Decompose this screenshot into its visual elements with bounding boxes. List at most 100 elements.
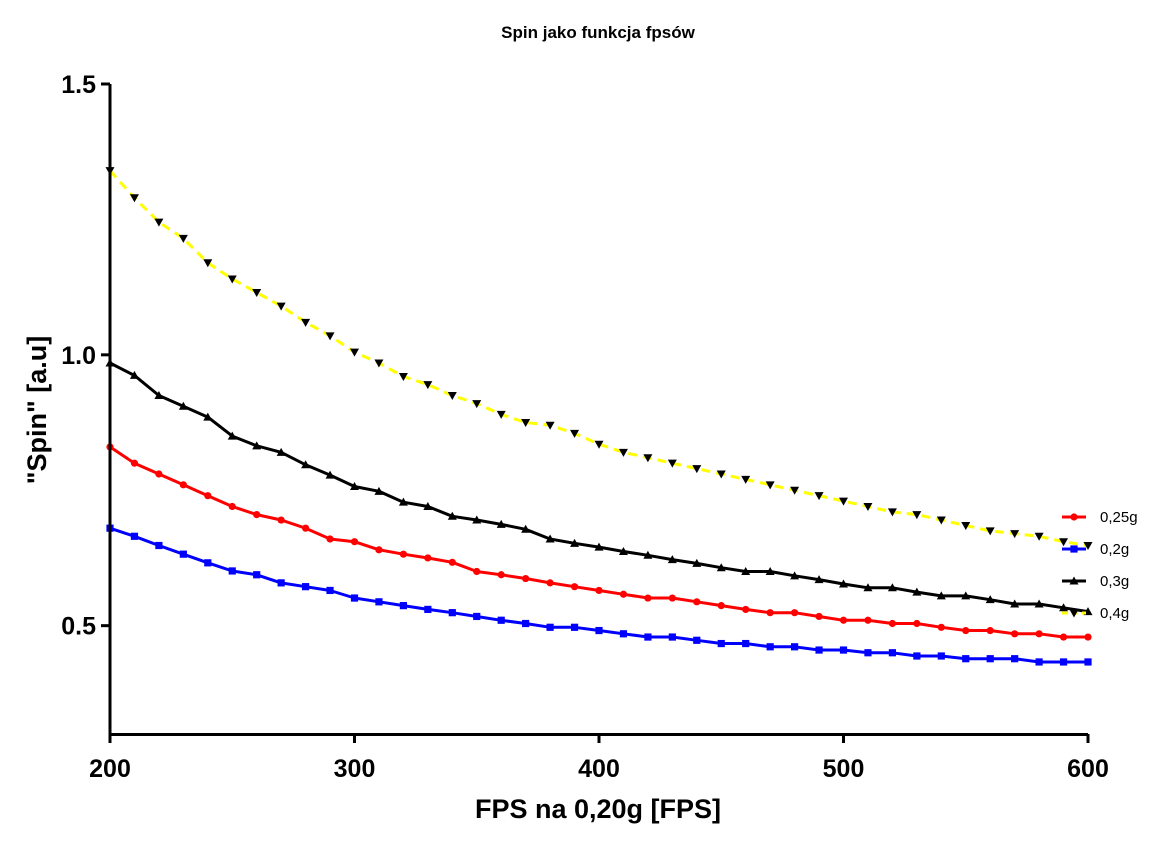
data-point	[178, 234, 188, 243]
data-point	[791, 609, 799, 617]
data-point	[742, 605, 750, 614]
x-axis-label: FPS na 0,20g [FPS]	[475, 794, 721, 824]
data-point	[912, 511, 922, 520]
y-tick-label: 0.5	[61, 613, 96, 641]
data-point	[129, 370, 139, 379]
data-point	[399, 602, 407, 610]
data-point	[227, 431, 237, 440]
data-point	[1059, 603, 1069, 612]
chart-title: Spin jako funkcja fpsów	[501, 23, 695, 42]
data-point	[227, 275, 237, 284]
data-point	[936, 516, 946, 525]
data-point	[155, 470, 163, 478]
data-point	[398, 497, 408, 506]
data-point	[522, 619, 530, 628]
data-point	[986, 626, 994, 635]
data-point	[595, 586, 603, 595]
data-point	[570, 583, 579, 591]
data-point	[277, 579, 285, 587]
data-point	[716, 470, 726, 479]
data-point	[1011, 630, 1019, 638]
data-point	[839, 616, 848, 624]
data-point	[961, 521, 971, 530]
data-point	[424, 554, 432, 562]
data-point	[1083, 542, 1093, 550]
data-point	[912, 587, 922, 596]
data-point	[204, 492, 212, 500]
legend-item: 0,4g	[1062, 605, 1129, 622]
data-point	[203, 259, 213, 268]
data-point	[179, 550, 187, 558]
data-point	[423, 381, 433, 390]
data-point	[936, 591, 946, 600]
data-point	[154, 390, 164, 399]
data-point	[399, 550, 407, 558]
data-point	[1059, 658, 1068, 666]
data-point	[668, 633, 676, 641]
data-point	[325, 470, 335, 479]
data-point	[398, 373, 408, 381]
data-point	[839, 579, 848, 588]
data-point	[667, 459, 677, 468]
x-tick-label: 400	[578, 755, 620, 783]
data-point	[1011, 655, 1019, 663]
data-point	[644, 633, 652, 641]
data-point	[448, 558, 456, 566]
legend-item: 0,2g	[1062, 541, 1129, 558]
data-point	[472, 400, 482, 409]
data-point	[985, 595, 995, 604]
legend-label: 0,2g	[1100, 541, 1129, 558]
data-point	[619, 590, 628, 598]
data-point	[693, 636, 701, 644]
data-point	[178, 401, 188, 410]
data-point	[667, 555, 677, 564]
data-point	[913, 619, 921, 628]
legend-label: 0,3g	[1100, 573, 1129, 590]
x-tick-label: 300	[334, 755, 376, 783]
data-point	[276, 447, 286, 456]
data-point	[496, 410, 506, 419]
data-point	[447, 511, 457, 520]
data-point	[618, 448, 628, 457]
data-point	[1084, 633, 1092, 641]
data-point	[717, 602, 725, 610]
data-point	[350, 538, 359, 546]
data-point	[716, 563, 726, 572]
data-point	[888, 649, 896, 657]
data-point	[790, 486, 800, 495]
data-point	[228, 567, 236, 575]
data-point	[765, 567, 775, 575]
data-point	[301, 460, 311, 469]
data-point	[228, 502, 236, 511]
x-tick-label: 600	[1067, 755, 1109, 783]
series-0,4g	[105, 167, 1093, 550]
data-point	[766, 643, 774, 651]
legend-label: 0,25g	[1100, 509, 1138, 526]
data-point	[1010, 599, 1020, 608]
data-point	[1059, 538, 1069, 547]
data-point	[618, 546, 628, 555]
data-point	[888, 619, 897, 628]
data-point	[864, 649, 872, 657]
legend-label: 0,4g	[1100, 605, 1129, 622]
data-point	[521, 419, 531, 428]
data-point	[325, 332, 335, 341]
data-point	[937, 652, 945, 660]
data-point	[496, 519, 506, 528]
legend: 0,25g 0,2g 0,3g 0,4g	[1062, 509, 1138, 622]
data-point	[765, 481, 775, 490]
data-point	[545, 421, 555, 430]
series-0,2g	[106, 524, 1092, 666]
data-point	[424, 605, 432, 614]
data-point	[473, 567, 481, 576]
data-point	[546, 579, 554, 587]
data-point	[962, 626, 970, 635]
data-point	[985, 527, 995, 536]
series-0,3g	[105, 358, 1093, 616]
data-point	[887, 583, 897, 592]
data-point	[692, 558, 702, 567]
data-point	[203, 412, 213, 421]
data-point	[252, 441, 262, 450]
data-point	[1035, 658, 1043, 666]
data-point	[644, 594, 652, 602]
